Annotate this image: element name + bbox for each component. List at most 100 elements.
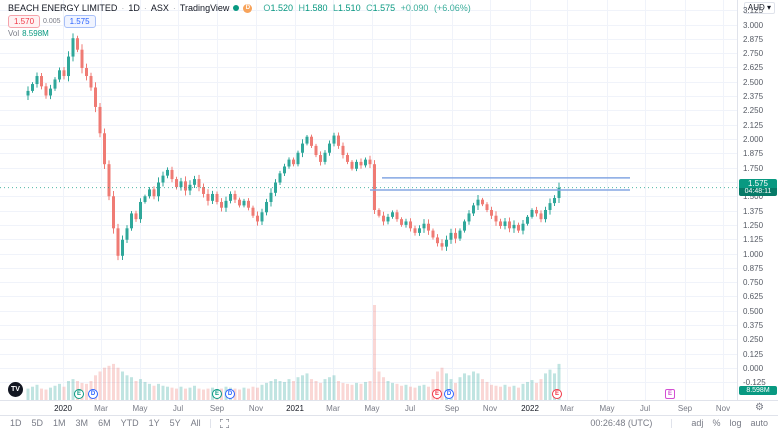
fullscreen-icon[interactable] [219,418,229,428]
candle-body [337,135,340,146]
mode-button-percent[interactable]: % [712,418,721,428]
price-tick-label: 1.375 [743,206,764,216]
candle-body [188,184,192,191]
mode-button-adj[interactable]: adj [691,418,704,428]
symbol-name[interactable]: BEACH ENERGY LIMITED [8,3,118,13]
earnings-upcoming-marker-icon[interactable]: E [665,389,675,399]
settings-gear-icon[interactable]: ⚙ [755,402,764,413]
volume-bar [490,384,493,400]
earnings-marker-icon[interactable]: E [212,389,222,399]
chart-plot-area[interactable]: BEACH ENERGY LIMITED · 1D · ASX · Tradin… [0,0,737,400]
candle-body [485,204,489,210]
range-button-all[interactable]: All [190,418,201,428]
mode-button-log[interactable]: log [729,418,742,428]
buy-button[interactable]: 1.575 [63,15,96,28]
volume-bar [481,379,484,400]
range-button-6m[interactable]: 6M [98,418,111,428]
horizontal-gridline [0,296,737,297]
earnings-marker-icon[interactable]: E [552,389,562,399]
dividend-marker-icon[interactable]: D [88,389,98,399]
open-label: O [263,3,271,13]
volume-bar [296,377,300,400]
candle-body [467,213,471,222]
time-tick-label: Nov [248,404,264,413]
interval-label[interactable]: 1D [128,3,140,13]
candle-body [305,136,309,144]
candle-body [319,155,322,162]
earnings-marker-icon[interactable]: E [432,389,442,399]
vertical-gridline [295,0,296,400]
range-button-3m[interactable]: 3M [75,418,89,428]
volume-bar [197,388,201,400]
candle-body [166,169,169,176]
time-tick-label: Mar [560,404,574,413]
volume-bar [134,381,138,400]
volume-bar [499,386,502,400]
price-axis[interactable]: AUD ▾ 3.125 3.000 2.875 2.750 2.625 2.500 2.37… [737,0,778,400]
ohlc-values: O1.520 H1.580 L1.510 C1.575 +0.090 (+6.0… [260,3,470,13]
price-tick-label: 1.125 [743,235,764,245]
volume-bar [521,383,525,400]
low-label: L [333,3,339,13]
candle-body [553,197,556,204]
volume-bar [143,381,147,400]
sell-button[interactable]: 1.570 [8,15,41,28]
vertical-gridline [685,0,686,400]
candle-body [53,79,57,89]
dividend-marker-icon[interactable]: D [444,389,454,399]
horizontal-gridline [0,25,737,26]
range-button-1d[interactable]: 1D [10,418,22,428]
candle-body [373,164,376,210]
horizontal-gridline [0,110,737,111]
price-tick-label: 2.125 [743,120,764,130]
candle-body [130,213,133,229]
tradingview-logo[interactable]: TV [8,382,23,397]
volume-bar [260,384,264,400]
time-tick-label: Nov [715,404,731,413]
candle-body [220,201,223,208]
time-tick-label: 2020 [54,404,72,413]
candle-body [260,212,264,222]
vertical-gridline [490,0,491,400]
range-button-1y[interactable]: 1Y [148,418,160,428]
candle-body [544,209,547,220]
candle-body [143,196,147,202]
range-button-1m[interactable]: 1M [53,418,66,428]
volume-bar [53,385,57,400]
price-tick-label: 1.500 [743,192,764,202]
volume-bar [103,367,106,400]
mode-button-auto[interactable]: auto [750,418,768,428]
range-button-5y[interactable]: 5Y [169,418,181,428]
volume-bar [157,383,160,400]
range-button-ytd[interactable]: YTD [120,418,139,428]
candle-body [382,215,385,222]
utc-clock[interactable]: 00:26:48 (UTC) [590,418,653,428]
candle-body [62,70,66,77]
volume-bar [418,385,421,400]
volume-bar [458,377,462,400]
vertical-gridline [530,0,531,400]
candle-body [26,90,30,96]
candle-body [314,145,318,156]
separator: · [143,3,147,13]
dividend-marker-icon[interactable]: D [225,389,235,399]
candle-body [125,228,129,240]
price-tick-label: 2.000 [743,135,764,144]
bar-countdown: 04:48:11 [739,187,777,196]
candle-body [67,56,70,77]
volume-bar [314,381,318,400]
volume-bar [40,388,43,400]
range-button-5d[interactable]: 5D [31,418,44,428]
currency-selector-button[interactable]: AUD ▾ [743,2,775,14]
volume-bar [485,381,489,400]
candle-body [472,205,475,214]
candle-body [206,193,210,201]
tradingview-attribution-link[interactable]: TradingView [179,3,230,13]
volume-bar [148,383,151,400]
time-axis[interactable]: 2020 Mar May Jul Sep Nov 2021 Mar May Jul Sep Nov 20… [0,400,778,415]
high-label: H [298,3,305,13]
earnings-marker-icon[interactable]: E [74,389,84,399]
candle-body [76,38,79,50]
candle-body [215,193,219,202]
candle-body [296,152,300,165]
